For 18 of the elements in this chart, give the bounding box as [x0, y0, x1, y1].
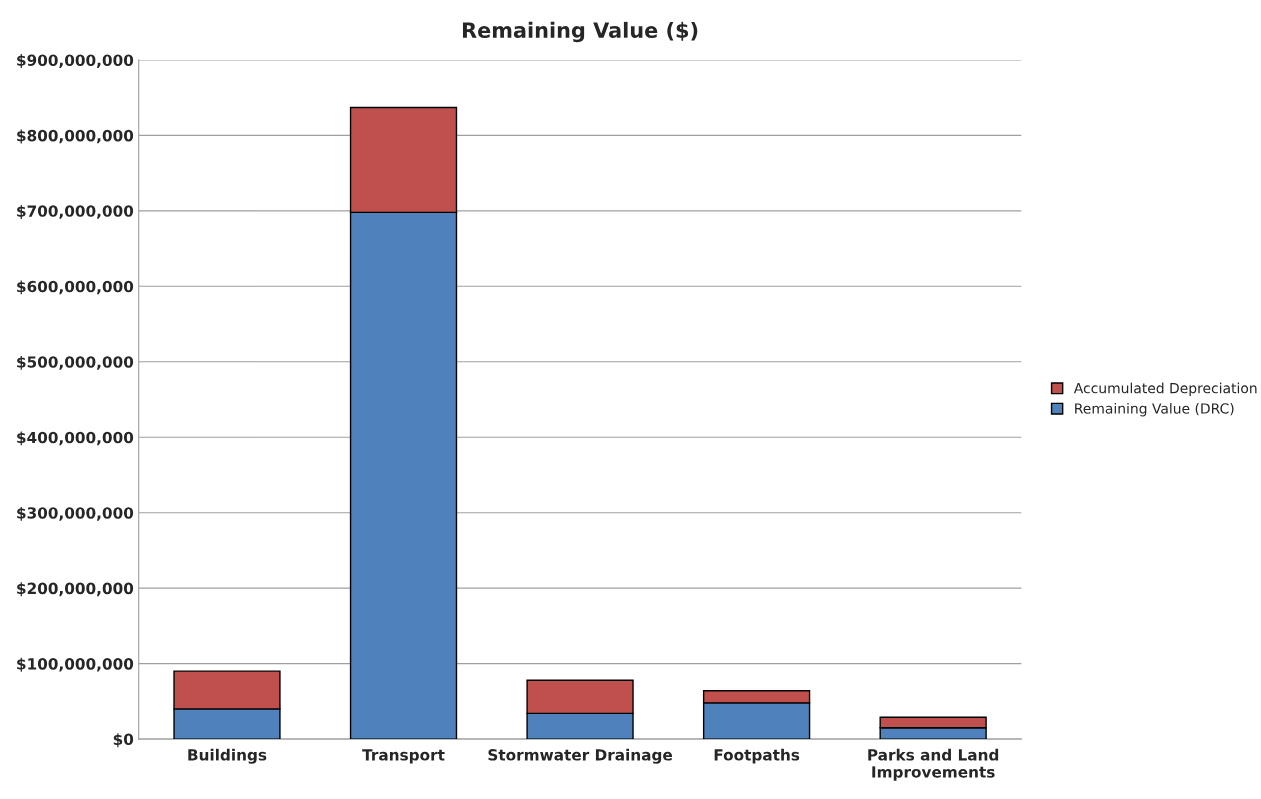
y-tick-label: $100,000,000 [17, 657, 134, 672]
y-tick-label: $0 [113, 733, 134, 748]
x-tick-label: Transport [362, 749, 445, 764]
y-tick-label: $600,000,000 [17, 280, 134, 295]
y-tick-label: $300,000,000 [17, 506, 134, 521]
legend-label: Accumulated Depreciation [1073, 382, 1257, 397]
y-tick-label: $500,000,000 [17, 355, 134, 370]
chart-title: Remaining Value ($) [462, 21, 698, 43]
y-tick-label: $800,000,000 [17, 129, 134, 144]
x-tick-label: Stormwater Drainage [488, 748, 673, 764]
x-tick-label: Parks and Land Improvements [868, 748, 999, 781]
y-tick-label: $900,000,000 [17, 54, 134, 68]
y-tick-label: $700,000,000 [17, 205, 134, 219]
x-tick-label: Buildings [188, 748, 267, 764]
y-tick-label: $200,000,000 [17, 582, 134, 597]
y-tick-label: $400,000,000 [17, 431, 134, 446]
x-tick-label: Footpaths [714, 748, 800, 764]
legend-label: Remaining Value (DRC) [1075, 402, 1234, 417]
